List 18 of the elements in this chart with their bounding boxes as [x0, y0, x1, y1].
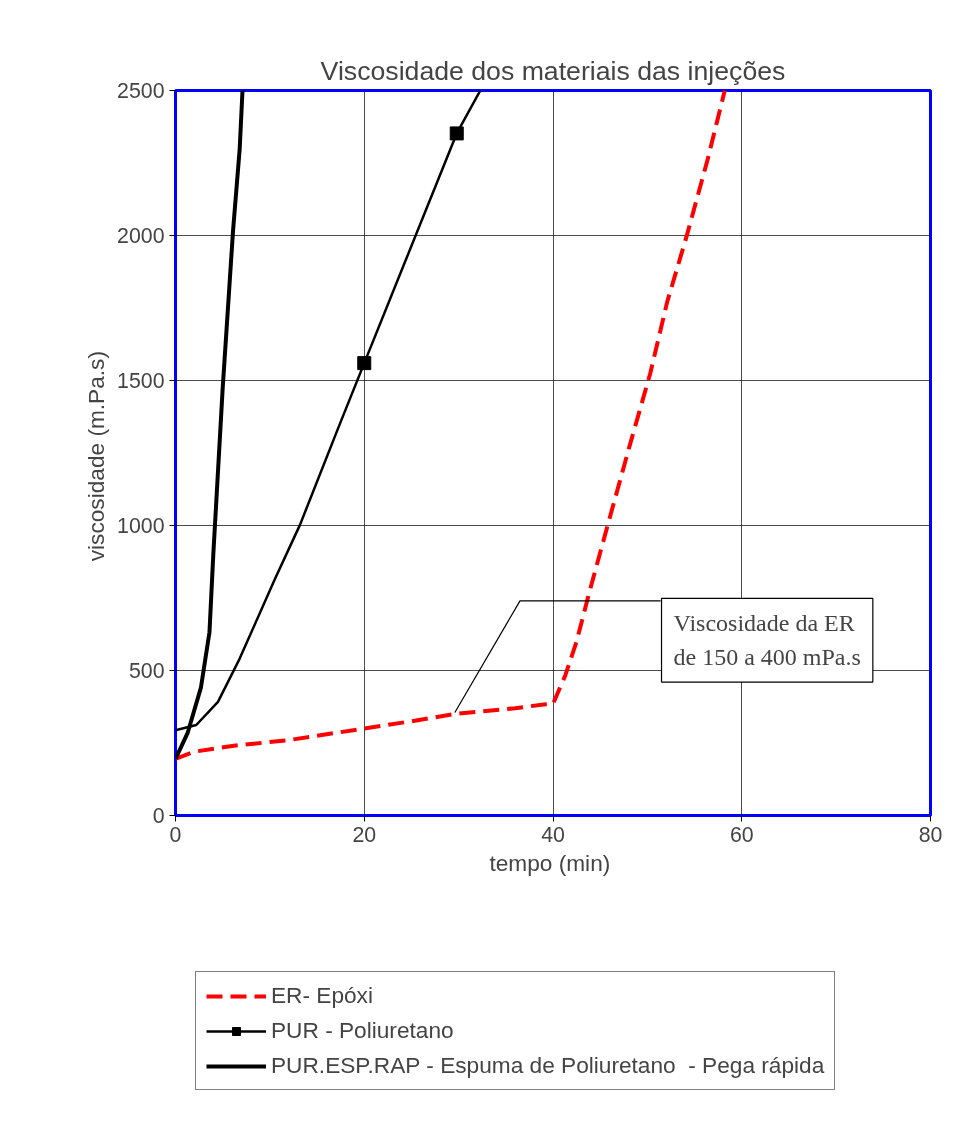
legend-label: ER- Epóxi	[271, 982, 373, 1009]
chart-title: Viscosidade dos materiais das injeções	[320, 55, 786, 86]
legend-label: PUR.ESP.RAP - Espuma de Poliuretano - Pega rápida	[271, 1052, 825, 1079]
x-tick-label: 80	[918, 822, 943, 847]
x-tick-label: 40	[541, 822, 565, 847]
x-axis-title: tempo (min)	[489, 849, 611, 876]
annotation: Viscosidade da ER de 150 a 400 mPa.s	[673, 610, 861, 671]
y-tick-label: 1500	[117, 369, 165, 393]
y-tick-label: 500	[128, 659, 165, 683]
x-tick-label: 60	[729, 822, 754, 847]
legend-label: PUR - Poliuretano	[271, 1017, 454, 1044]
y-tick-label: 2000	[117, 224, 165, 248]
x-tick-label: 0	[169, 822, 182, 847]
y-axis-title: viscosidade (m.Pa.s)	[83, 351, 110, 562]
y-tick-label: 1000	[117, 514, 165, 538]
y-tick-label: 2500	[117, 79, 165, 103]
y-tick-label: 0	[152, 804, 165, 828]
x-tick-label: 20	[352, 822, 377, 847]
